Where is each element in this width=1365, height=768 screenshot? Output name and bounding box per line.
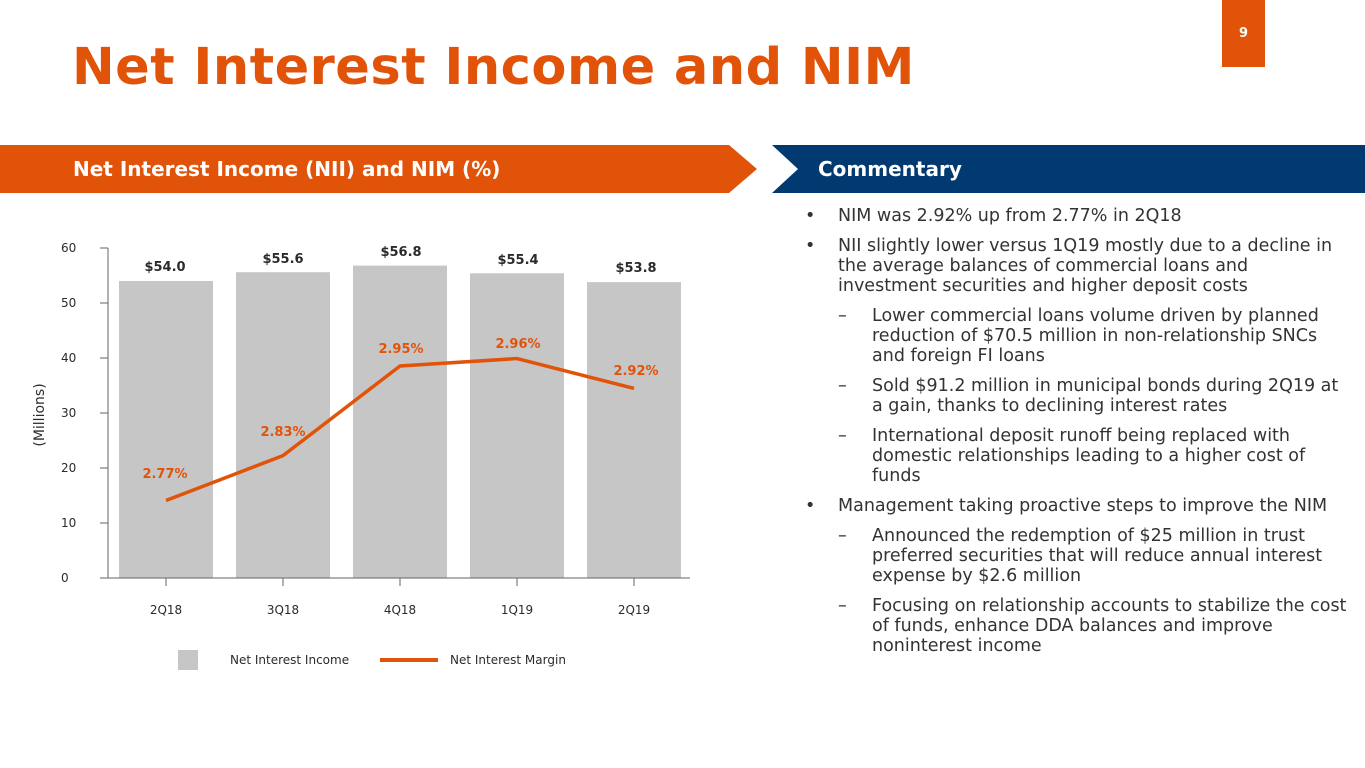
y-tick-label: 20 [61,461,76,475]
commentary-bullet: • Management taking proactive steps to im… [805,496,1350,516]
y-axis-label: (Millions) [32,383,48,446]
commentary-section-header: Commentary [772,145,1365,193]
commentary-sub-bullet: – Focusing on relationship accounts to st… [805,596,1350,656]
x-tick-label: 2Q18 [150,603,182,617]
dash-icon: – [838,376,847,396]
legend-line-label: Net Interest Margin [450,653,566,667]
nim-value-label: 2.83% [260,425,305,440]
dash-icon: – [838,526,847,546]
sub-bullet-text: Lower commercial loans volume driven by … [872,306,1319,366]
y-tick-label: 50 [61,296,76,310]
nim-value-label: 2.77% [142,467,187,482]
dash-icon: – [838,306,847,326]
y-tick-label: 60 [61,241,76,255]
y-tick-label: 30 [61,406,76,420]
bar-value-label: $55.6 [262,252,303,267]
bullet-text: NIM was 2.92% up from 2.77% in 2Q18 [838,206,1182,226]
dash-icon: – [838,426,847,446]
y-tick-label: 10 [61,516,76,530]
sub-bullet-text: Focusing on relationship accounts to sta… [872,596,1347,656]
y-tick-label: 0 [61,571,69,585]
commentary-section-title: Commentary [818,157,962,181]
legend-bar-label: Net Interest Income [230,653,350,667]
nim-line [165,356,635,503]
bar-1Q19 [470,273,564,578]
commentary-bullet: • NII slightly lower versus 1Q19 mostly d… [805,236,1350,296]
commentary-sub-bullet: – International deposit runoff being repl… [805,426,1350,486]
nim-value-label: 2.92% [613,364,658,379]
bullet-icon: • [805,496,816,516]
sub-bullet-text: Announced the redemption of $25 million … [872,526,1323,586]
chart-section-title: Net Interest Income (NII) and NIM (%) [73,157,501,181]
x-tick-label: 2Q19 [618,603,650,617]
bullet-text: NII slightly lower versus 1Q19 mostly du… [838,236,1333,296]
legend-bar-swatch [178,650,198,670]
bar-4Q18 [353,265,447,578]
dash-icon: – [838,596,847,616]
bar-value-label: $56.8 [380,245,421,260]
commentary-list: • NIM was 2.92% up from 2.77% in 2Q18 • NII… [805,206,1350,666]
x-tick-label: 4Q18 [384,603,416,617]
commentary-sub-bullet: – Announced the redemption of $25 million… [805,526,1350,586]
sub-bullet-text: Sold $91.2 million in municipal bonds du… [872,376,1339,416]
legend-line-swatch [380,658,438,662]
bar-value-label: $55.4 [497,253,538,268]
bullet-icon: • [805,236,816,256]
bar-2Q18 [119,281,213,578]
bar-2Q19 [587,282,681,578]
commentary-sub-bullet: – Sold $91.2 million in municipal bonds d… [805,376,1350,416]
chart-section-header: Net Interest Income (NII) and NIM (%) [0,145,757,193]
bullet-icon: • [805,206,816,226]
x-tick-label: 1Q19 [501,603,533,617]
y-tick-label: 40 [61,351,76,365]
sub-bullet-text: International deposit runoff being repla… [872,426,1306,486]
commentary-sub-bullet: – Lower commercial loans volume driven by… [805,306,1350,366]
page-title: Net Interest Income and NIM [72,38,915,97]
bar-3Q18 [236,272,330,578]
commentary-bullet: • NIM was 2.92% up from 2.77% in 2Q18 [805,206,1350,226]
page-number: 9 [1222,0,1265,67]
bar-value-label: $54.0 [144,260,185,275]
nim-value-label: 2.96% [495,337,540,352]
nii-nim-chart: 0 10 20 30 40 50 60 (Millions) 2Q18 3Q18 4Q18 1Q19 2… [32,241,690,617]
bar-value-label: $53.8 [615,261,656,276]
x-tick-label: 3Q18 [267,603,299,617]
bullet-text: Management taking proactive steps to imp… [838,496,1328,516]
nim-value-label: 2.95% [378,342,423,357]
